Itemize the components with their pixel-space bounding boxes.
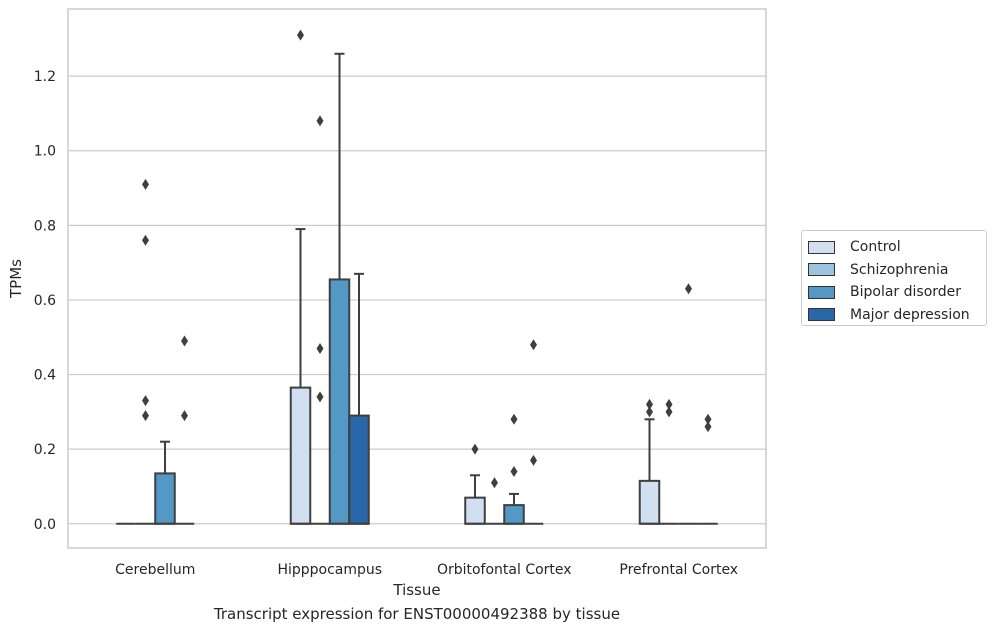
box-layer (116, 52, 718, 525)
legend: Control Schizophrenia Bipolar disorder Majo… (801, 230, 987, 326)
x-tick-labels: Cerebellum Hipppocampus Orbitofontal Corte… (115, 562, 738, 578)
outlier-point (685, 283, 692, 295)
legend-label: Control (850, 239, 901, 256)
outlier-point (510, 413, 518, 425)
outlier-point (297, 29, 304, 41)
box-bipolar-disorder (154, 440, 176, 525)
y-tick-label: 0.8 (34, 218, 56, 234)
box-rect (503, 504, 525, 525)
outlier-point (665, 398, 673, 410)
legend-swatch (808, 240, 835, 254)
legend-item: Control (808, 236, 986, 259)
outlier-point (646, 398, 653, 410)
legend-label: Major depression (850, 306, 970, 323)
legend-swatch (808, 263, 835, 277)
legend-swatch (808, 285, 835, 299)
outlier-point (510, 466, 518, 478)
box-rect (348, 414, 370, 525)
box-control (638, 418, 661, 525)
x-tick-label: Orbitofontal Cortex (437, 562, 572, 578)
outlier-point (181, 410, 188, 422)
y-tick-labels: 0.0 0.2 0.4 0.6 0.8 1.0 1.2 (34, 69, 56, 533)
legend-label: Bipolar disorder (850, 284, 962, 301)
y-tick-label: 0.2 (34, 442, 56, 458)
chart-title: Transcript expression for ENST0000049238… (213, 605, 621, 623)
outlier-point (316, 342, 324, 354)
outlier-point (142, 234, 149, 246)
box-bipolar-disorder (328, 52, 351, 525)
outlier-layer (142, 29, 712, 489)
box-rect (328, 278, 351, 525)
box-control (289, 228, 312, 525)
outlier-point (471, 443, 479, 455)
y-tick-label: 0.6 (34, 293, 56, 309)
y-axis-label: TPMs (7, 259, 25, 299)
y-tick-label: 0.4 (34, 368, 56, 384)
legend-item: Bipolar disorder (808, 281, 986, 304)
outlier-point (142, 410, 149, 422)
box-control (464, 474, 486, 525)
legend-swatch (808, 308, 835, 322)
legend-label: Schizophrenia (850, 261, 949, 278)
grid-lines (68, 75, 766, 525)
legend-item: Major depression (808, 304, 986, 327)
box-rect (289, 386, 312, 525)
y-tick-label: 0.0 (34, 517, 56, 533)
x-axis-label: Tissue (392, 581, 440, 599)
box-rect (638, 479, 661, 525)
box-rect (464, 496, 486, 525)
outlier-point (530, 454, 537, 466)
plot-frame (67, 8, 767, 549)
outlier-point (704, 421, 712, 433)
outlier-point (704, 413, 712, 425)
x-tick-label: Cerebellum (115, 562, 195, 578)
outlier-point (491, 477, 498, 489)
outlier-point (316, 391, 324, 403)
box-major-depression (348, 272, 370, 525)
outlier-point (665, 406, 673, 418)
y-tick-label: 1.2 (34, 69, 56, 85)
box-bipolar-disorder (503, 492, 525, 525)
y-tick-label: 1.0 (34, 144, 56, 160)
outlier-point (142, 178, 149, 190)
x-tick-label: Hipppocampus (277, 562, 382, 578)
outlier-point (316, 115, 324, 127)
outlier-point (646, 406, 653, 418)
outlier-point (530, 339, 537, 351)
legend-item: Schizophrenia (808, 259, 986, 282)
outlier-point (181, 335, 188, 347)
outlier-point (142, 395, 149, 407)
x-tick-label: Prefrontal Cortex (619, 562, 738, 578)
box-rect (154, 472, 176, 525)
